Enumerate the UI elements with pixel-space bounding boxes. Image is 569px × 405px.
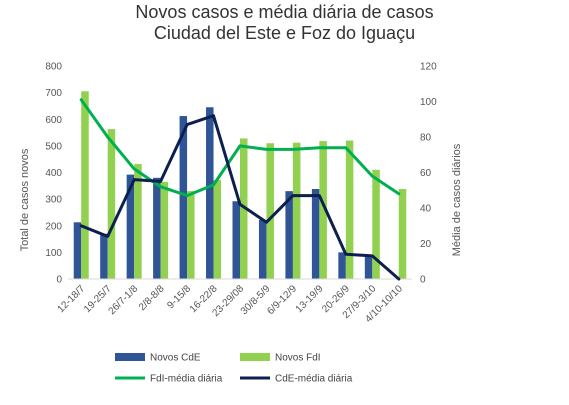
right-tick-label: 40 [420, 204, 432, 215]
bar-cde [126, 174, 135, 279]
left-tick-label: 300 [45, 195, 62, 206]
right-tick-label: 0 [420, 275, 426, 286]
left-tick-label: 200 [45, 221, 62, 232]
bar-cde [100, 233, 108, 279]
x-tick-label: 26/7-1/8 [107, 283, 141, 317]
right-tick-label: 80 [420, 133, 432, 144]
bar-cde [179, 116, 188, 280]
bar-cde [232, 201, 240, 279]
legend: Novos CdE Novos FdI FdI-média diária CdE-mé… [115, 353, 353, 385]
bar-cde [338, 252, 346, 279]
left-tick-label: 600 [45, 115, 62, 126]
bar-cde [258, 219, 267, 279]
left-tick-label: 700 [45, 88, 62, 99]
right-axis-title: Média de casos diários [451, 143, 463, 256]
right-tick-label: 100 [420, 97, 437, 108]
bar-cde [364, 255, 373, 279]
legend-label: CdE-média diária [275, 374, 353, 385]
chart-title-line1: Novos casos e média diária de casos [135, 2, 434, 22]
x-tick-label: 2/8-8/8 [137, 283, 167, 313]
x-axis-ticks: 12-18/719-25/726/7-1/82/8-8/89-15/816-22… [56, 283, 406, 325]
bars [73, 91, 407, 280]
bar-cde [285, 191, 293, 279]
bar-fdi [372, 169, 380, 279]
legend-label: Novos FdI [275, 353, 321, 364]
bar-fdi [107, 129, 116, 279]
legend-label: FdI-média diária [150, 374, 223, 385]
bar-cde [73, 222, 82, 279]
legend-label: Novos CdE [150, 353, 201, 364]
x-tick-label: 12-18/7 [56, 283, 88, 315]
right-tick-label: 60 [420, 168, 432, 179]
left-tick-label: 500 [45, 141, 62, 152]
legend-swatch [115, 353, 145, 361]
left-axis-ticks: 0 100 200 300 400 500 600 700 800 [45, 62, 62, 286]
line-fdi-media [79, 98, 401, 198]
left-tick-label: 0 [56, 275, 62, 286]
lines [79, 98, 401, 281]
bar-fdi [292, 142, 301, 279]
bar-fdi [187, 191, 195, 279]
right-tick-label: 20 [420, 239, 432, 250]
bar-fdi [398, 189, 407, 279]
bar-fdi [134, 163, 142, 279]
bar-fdi [160, 181, 169, 279]
bar-fdi [345, 140, 354, 279]
bar-fdi [266, 143, 274, 279]
left-tick-label: 400 [45, 168, 62, 179]
right-axis-ticks: 0 20 40 60 80 100 120 [420, 62, 437, 286]
chart-title: Novos casos e média diária de casos Ciud… [0, 2, 569, 44]
left-tick-label: 100 [45, 248, 62, 259]
x-tick-label: 13-19/9 [294, 283, 326, 315]
left-tick-label: 800 [45, 62, 62, 73]
bar-fdi [213, 179, 222, 279]
chart-title-line2: Ciudad del Este e Foz do Iguaçu [153, 23, 416, 43]
line-cde-media [79, 114, 401, 281]
bar-cde [153, 177, 161, 279]
right-tick-label: 120 [420, 62, 437, 73]
bar-fdi [319, 141, 327, 279]
legend-swatch [240, 353, 270, 361]
left-axis-title: Total de casos novos [19, 148, 31, 251]
bar-fdi [81, 91, 89, 279]
bar-cde [206, 107, 214, 279]
bar-cde [311, 189, 320, 279]
x-tick-label: 6/9-12/9 [265, 283, 299, 317]
